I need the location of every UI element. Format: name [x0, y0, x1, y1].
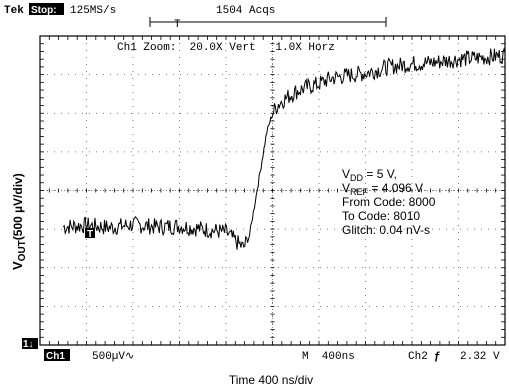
annotation-to-code: To Code: 8010	[342, 209, 420, 223]
brand-label: Tek	[4, 5, 24, 17]
channel-marker-badge	[22, 338, 38, 349]
trigger-slope-icon: ƒ	[434, 351, 441, 363]
run-state-label: Stop:	[31, 5, 57, 16]
acquisitions-label: 1504 Acqs	[216, 5, 275, 17]
annotation-vref: VREF = 4.096 V	[342, 181, 423, 197]
trigger-position-marker: T	[174, 19, 181, 31]
x-axis-label: Time 400 ns/div	[229, 373, 313, 387]
channel-label: Ch1	[46, 351, 65, 362]
trigger-level: 2.32 V	[460, 351, 500, 363]
timebase-label: M 400ns	[302, 351, 355, 363]
channel-marker-label: 1↓	[23, 339, 34, 350]
run-state-badge	[29, 3, 64, 15]
trace-trigger-label: T	[87, 229, 93, 240]
annotation-glitch: Glitch: 0.04 nV-s	[342, 223, 430, 237]
trigger-source: Ch2	[408, 351, 428, 363]
channel-scale: 500µV∿	[92, 351, 134, 363]
channel-badge	[44, 349, 70, 361]
graticule	[39, 35, 506, 346]
annotation-from-code: From Code: 8000	[342, 195, 436, 209]
zoom-info: Ch1 Zoom: 20.0X Vert 1.0X Horz	[117, 42, 335, 54]
trace-trigger-badge	[85, 228, 95, 238]
annotation-vdd: VDD = 5 V,	[342, 167, 397, 183]
waveform-trace	[62, 47, 506, 250]
sample-rate-label: 125MS/s	[70, 5, 116, 17]
trigger-position-bracket	[149, 17, 387, 27]
y-axis-label: VOUT(500 µV/div)	[10, 173, 28, 270]
